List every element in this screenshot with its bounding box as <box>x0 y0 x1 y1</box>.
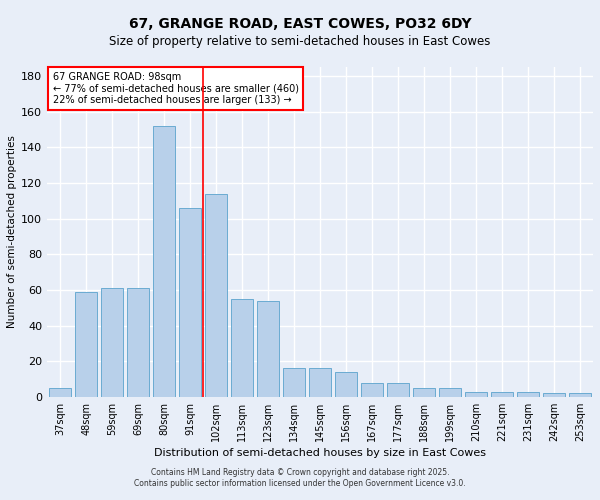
Bar <box>75 292 97 397</box>
Bar <box>439 388 461 397</box>
X-axis label: Distribution of semi-detached houses by size in East Cowes: Distribution of semi-detached houses by … <box>154 448 486 458</box>
Bar <box>413 388 435 397</box>
Bar <box>309 368 331 397</box>
Bar <box>517 392 539 397</box>
Bar <box>465 392 487 397</box>
Bar <box>127 288 149 397</box>
Y-axis label: Number of semi-detached properties: Number of semi-detached properties <box>7 136 17 328</box>
Bar <box>49 388 71 397</box>
Bar <box>257 300 279 397</box>
Bar <box>231 299 253 397</box>
Bar <box>101 288 123 397</box>
Bar <box>283 368 305 397</box>
Bar <box>387 382 409 397</box>
Bar <box>543 394 565 397</box>
Bar <box>491 392 513 397</box>
Bar <box>335 372 357 397</box>
Text: Contains HM Land Registry data © Crown copyright and database right 2025.
Contai: Contains HM Land Registry data © Crown c… <box>134 468 466 487</box>
Bar <box>179 208 201 397</box>
Text: Size of property relative to semi-detached houses in East Cowes: Size of property relative to semi-detach… <box>109 35 491 48</box>
Text: 67 GRANGE ROAD: 98sqm
← 77% of semi-detached houses are smaller (460)
22% of sem: 67 GRANGE ROAD: 98sqm ← 77% of semi-deta… <box>53 72 299 105</box>
Bar <box>361 382 383 397</box>
Text: 67, GRANGE ROAD, EAST COWES, PO32 6DY: 67, GRANGE ROAD, EAST COWES, PO32 6DY <box>128 18 472 32</box>
Bar <box>205 194 227 397</box>
Bar <box>569 394 591 397</box>
Bar <box>153 126 175 397</box>
